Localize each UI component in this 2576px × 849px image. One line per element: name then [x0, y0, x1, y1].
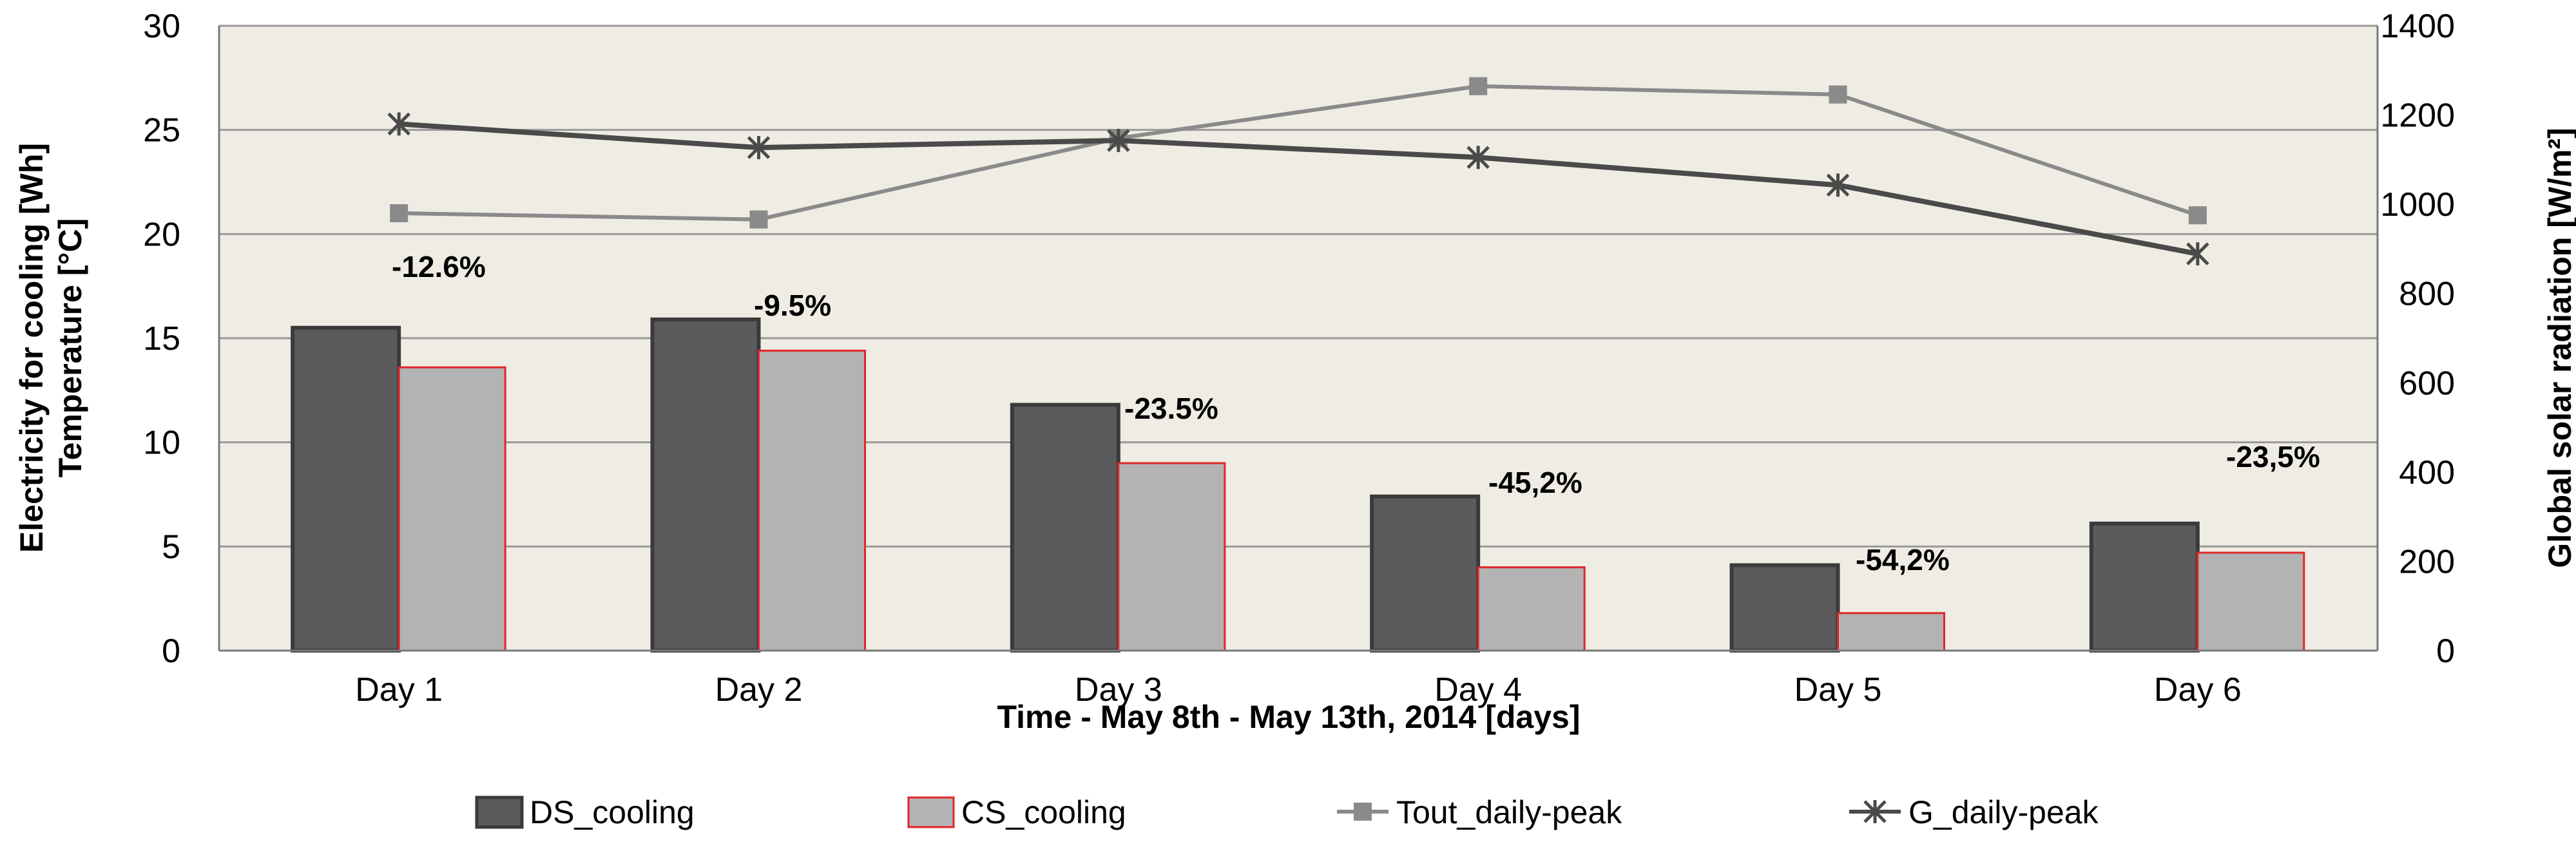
legend-swatch: [907, 796, 955, 828]
x-tick-label: Day 3: [1075, 671, 1162, 709]
axes: 0 5 10 15 20 25 30 0 200 400 600 800 1000 1200 1400 Day…: [143, 8, 2455, 709]
bar-cs-cooling: [1117, 462, 1226, 652]
series-line-Tout_daily-peak: [399, 84, 2198, 222]
percent-annotation: -9.5%: [754, 289, 831, 322]
point-G_daily-peak: [747, 136, 771, 160]
percent-annotation: -45,2%: [1488, 466, 1582, 499]
y-tick-label-right: 1400: [2380, 8, 2455, 45]
point-G_daily-peak: [1107, 129, 1130, 153]
point-Tout_daily-peak: [2188, 206, 2207, 225]
legend-label: DS_cooling: [530, 794, 695, 830]
legend-item: G_daily-peak: [1849, 794, 2099, 830]
bar-ds-cooling: [291, 325, 401, 653]
x-axis-title: Time - May 8th - May 13th, 2014 [days]: [997, 699, 1581, 735]
y-tick-label-left: 0: [162, 633, 180, 670]
legend-marker: [1863, 800, 1887, 823]
y-tick-label-left: 5: [162, 528, 180, 566]
bar-cs-cooling: [1837, 612, 1945, 652]
bar-ds-cooling: [1370, 494, 1481, 653]
x-tick-label: Day 1: [355, 671, 443, 709]
point-G_daily-peak: [1466, 146, 1490, 169]
x-tick-label: Day 4: [1434, 671, 1522, 709]
y-tick-label-left: 10: [143, 424, 180, 462]
bar-ds-cooling: [1010, 403, 1120, 653]
y-tick-label-right: 0: [2436, 633, 2455, 670]
percent-annotation: -54,2%: [1856, 543, 1950, 577]
legend-swatch: [475, 796, 524, 829]
percent-annotation: -23.5%: [1124, 392, 1218, 425]
legend-item: Tout_daily-peak: [1337, 794, 1622, 830]
point-Tout_daily-peak: [390, 204, 409, 222]
legend-item: DS_cooling: [475, 794, 695, 830]
bar-cs-cooling: [758, 349, 866, 652]
line-series: [387, 77, 2209, 266]
legend-marker: [1354, 803, 1372, 821]
y-tick-label-right: 1000: [2380, 186, 2455, 224]
point-G_daily-peak: [1826, 173, 1850, 197]
bar-ds-cooling: [650, 317, 761, 653]
x-tick-label: Day 6: [2154, 671, 2242, 709]
legend: DS_cooling CS_cooling Tout_daily-peak G_dai…: [475, 794, 2099, 830]
y-tick-label-left: 15: [143, 320, 180, 358]
bar-ds-cooling: [1729, 563, 1840, 653]
x-tick-label: Day 2: [715, 671, 803, 709]
legend-label: G_daily-peak: [1908, 794, 2099, 830]
y-tick-label-right: 600: [2399, 365, 2455, 402]
annotations: -12.6% -9.5% -23.5% -45,2% -54,2% -23,5%: [392, 250, 2320, 577]
y-tick-label-left: 30: [143, 8, 180, 45]
point-G_daily-peak: [2186, 242, 2209, 266]
percent-annotation: -12.6%: [392, 250, 486, 283]
point-Tout_daily-peak: [749, 210, 768, 229]
series-line-G_daily-peak: [398, 121, 2198, 256]
bar-cs-cooling: [398, 366, 506, 652]
bar-cs-cooling: [2196, 551, 2305, 652]
percent-annotation: -23,5%: [2226, 440, 2320, 473]
y-tick-label-right: 200: [2399, 543, 2455, 580]
y-axis-title-right: Global solar radiation [W/m²]: [2542, 128, 2576, 568]
y-tick-label-left: 20: [143, 216, 180, 253]
legend-label: CS_cooling: [961, 794, 1126, 830]
y-tick-label-right: 800: [2399, 276, 2455, 313]
y-tick-label-left: 25: [143, 112, 180, 149]
point-G_daily-peak: [387, 112, 410, 136]
y-tick-label-right: 1200: [2380, 97, 2455, 135]
y-axis-title-left-line2: Temperature [°C]: [52, 218, 88, 477]
legend-label: Tout_daily-peak: [1396, 794, 1622, 830]
bar-ds-cooling: [2089, 521, 2200, 653]
bar-cs-cooling: [1477, 566, 1586, 652]
x-tick-label: Day 5: [1794, 671, 1882, 709]
x-axis-title-part1: Time - May 8th - May 13th, 2014 [days]: [997, 699, 1581, 735]
y-axis-title-left-line1: Electricity for cooling [Wh]: [14, 143, 50, 553]
y-tick-label-right: 400: [2399, 454, 2455, 491]
point-Tout_daily-peak: [1829, 85, 1847, 104]
point-Tout_daily-peak: [1469, 77, 1488, 95]
legend-item: CS_cooling: [907, 794, 1126, 830]
